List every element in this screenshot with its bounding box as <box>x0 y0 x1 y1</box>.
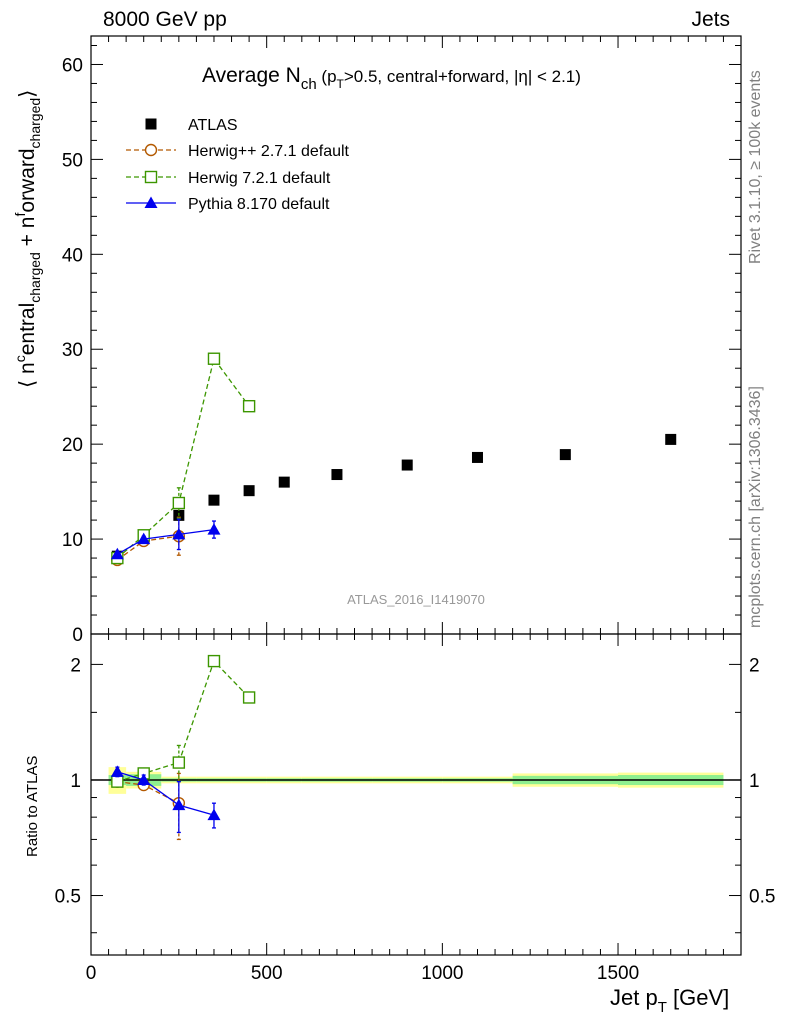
main-data-point <box>137 532 151 545</box>
x-tick-label: 500 <box>251 963 283 984</box>
legend-marker <box>144 196 158 208</box>
main-data-point <box>207 352 221 365</box>
main-data-point <box>207 523 221 535</box>
ratio-y-tick-label: 0.5 <box>55 887 81 908</box>
chart-title: Average Nch (pT>0.5, central+forward, |η… <box>202 64 581 93</box>
y-tick-label: 20 <box>62 435 83 456</box>
ratio-data-point <box>172 756 186 769</box>
main-data-point <box>172 496 186 510</box>
header-right: Jets <box>691 8 730 31</box>
ratio-series-1 <box>111 654 256 788</box>
main-data-point <box>208 494 220 506</box>
main-data-point <box>172 527 186 540</box>
analysis-watermark: ATLAS_2016_I1419070 <box>347 592 485 607</box>
main-series-0 <box>111 433 677 562</box>
legend-label: Pythia 8.170 default <box>188 196 330 213</box>
x-tick-label: 0 <box>86 963 97 984</box>
y-tick-label: 30 <box>62 340 83 361</box>
legend-marker <box>144 170 158 184</box>
main-data-point <box>471 451 483 463</box>
legend-label: ATLAS <box>188 117 238 134</box>
main-data-point <box>401 459 413 471</box>
main-data-point <box>242 399 256 413</box>
ratio-y-tick-label-right: 0.5 <box>749 887 775 908</box>
ratio-series-line <box>117 771 215 816</box>
main-data-point <box>110 547 124 560</box>
legend: ATLAS Herwig++ 2.7.1 default Herwig 7.2.1 … <box>126 117 350 213</box>
ratio-data-point <box>172 798 186 811</box>
x-axis-label: Jet pT [GeV] <box>610 985 729 1016</box>
ratio-data-point <box>207 808 221 821</box>
legend-label: Herwig++ 2.7.1 default <box>188 143 350 160</box>
side-label-rivet: Rivet 3.1.10, ≥ 100k events <box>747 70 764 264</box>
ratio-uncertainty-bands <box>91 767 741 794</box>
x-tick-label: 1500 <box>597 963 639 984</box>
y-tick-label: 0 <box>72 625 83 646</box>
main-data-point <box>243 485 255 497</box>
main-series-line <box>117 528 215 555</box>
ratio-y-tick-label: 2 <box>70 655 81 676</box>
main-data-point <box>278 476 290 488</box>
ratio-data-point <box>110 765 124 777</box>
ratio-y-tick-label-right: 1 <box>749 771 760 792</box>
side-label-mcplots: mcplots.cern.ch [arXiv:1306.3436] <box>747 386 764 628</box>
ratio-data-point <box>242 691 256 704</box>
main-series-3 <box>110 518 221 560</box>
legend-label: Herwig 7.2.1 default <box>188 170 331 187</box>
header-left: 8000 GeV pp <box>103 8 227 31</box>
y-tick-label: 60 <box>62 55 83 76</box>
x-tick-label: 1000 <box>421 963 463 984</box>
y-tick-label: 50 <box>62 150 83 171</box>
ratio-plot-frame <box>90 633 742 956</box>
main-data-point <box>559 449 571 461</box>
main-y-axis-label: ⟨ ncentralcharged + nforwardcharged⟩ <box>12 90 43 388</box>
ratio-y-axis-label: Ratio to ATLAS <box>24 756 41 857</box>
legend-marker <box>145 118 157 130</box>
ratio-y-tick-label-right: 2 <box>749 655 760 676</box>
main-data-point <box>665 433 677 445</box>
main-data-point <box>331 469 343 481</box>
ratio-data-point <box>137 773 151 785</box>
y-tick-label: 10 <box>62 530 83 551</box>
ratio-series-2 <box>110 765 221 834</box>
ratio-y-tick-label: 1 <box>70 771 81 792</box>
y-tick-label: 40 <box>62 245 83 266</box>
legend-marker <box>144 143 158 157</box>
ratio-data-point <box>207 654 221 668</box>
main-series-line <box>116 357 250 559</box>
ratio-data-point <box>111 775 124 788</box>
